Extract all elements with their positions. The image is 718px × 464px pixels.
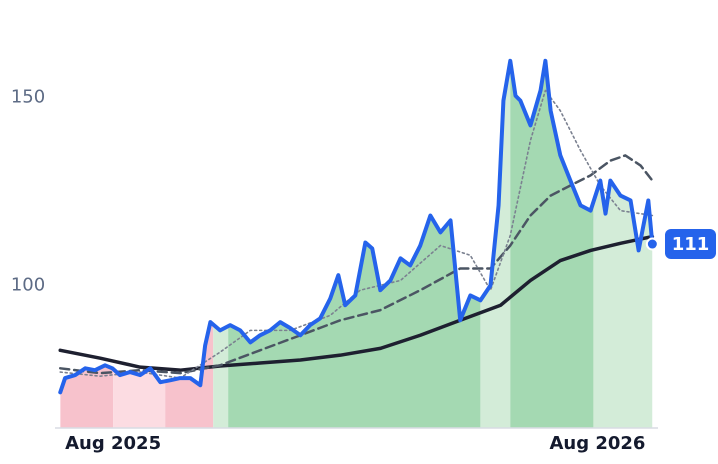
last-value-label: 111 xyxy=(672,234,710,255)
series-line xyxy=(58,58,655,395)
x-tick-label: Aug 2026 xyxy=(549,433,645,454)
shade-band xyxy=(165,60,214,428)
y-tick-label: 150 xyxy=(11,87,45,108)
shade-band xyxy=(480,60,511,428)
last-value-badge xyxy=(665,229,716,260)
series-line xyxy=(58,154,654,375)
shade-band xyxy=(510,60,594,428)
x-tick-label: Aug 2025 xyxy=(65,433,161,454)
y-tick-label: 100 xyxy=(11,274,45,295)
series-line xyxy=(58,234,655,372)
last-point xyxy=(645,237,659,251)
series-line xyxy=(59,89,654,379)
